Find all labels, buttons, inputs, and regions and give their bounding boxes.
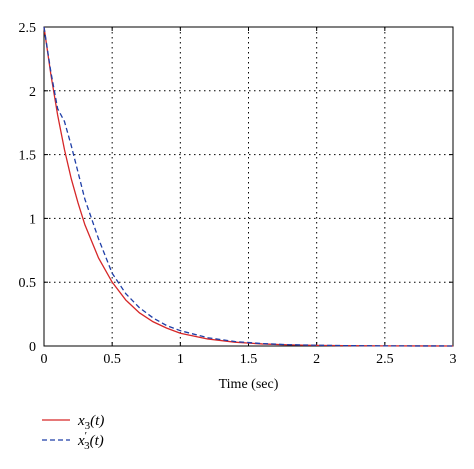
y-tick-label: 1 <box>29 212 36 227</box>
legend-label-1: x3(t) <box>77 413 104 432</box>
x-tick-label: 1 <box>177 352 184 367</box>
legend-sub: 3 <box>84 440 90 452</box>
legend-label-2: x′ 3(t) <box>77 430 104 452</box>
legend: x3(t)x′ 3(t) <box>42 413 104 452</box>
legend-base: x <box>77 413 85 429</box>
legend-arg: (t) <box>90 413 104 429</box>
x-tick-label: 0 <box>41 352 48 367</box>
x-axis-label: Time (sec) <box>219 377 279 392</box>
legend-prime: ′ <box>85 430 87 442</box>
legend-arg: (t) <box>90 433 104 449</box>
x-tick-label: 2 <box>313 352 320 367</box>
legend-base: x <box>77 433 85 449</box>
x-tick-label: 0.5 <box>103 352 121 367</box>
series-lines <box>43 26 454 347</box>
y-tick-label: 0 <box>29 340 36 355</box>
x-tick-label: 3 <box>450 352 457 367</box>
y-tick-label: 1.5 <box>19 149 37 164</box>
y-tick-label: 0.5 <box>19 276 37 291</box>
y-tick-label: 2 <box>29 85 36 100</box>
x-tick-label: 2.5 <box>376 352 394 367</box>
axis-ticks: 0 0.5 1 1.5 2 2.5 3 0 0.5 1 1.5 2 2.5 <box>19 21 457 367</box>
series-line-1 <box>43 26 454 347</box>
grid-lines <box>44 27 453 346</box>
x-tick-label: 1.5 <box>240 352 258 367</box>
legend-sub: 3 <box>85 420 91 432</box>
y-tick-label: 2.5 <box>19 21 37 36</box>
series-line-2 <box>43 26 454 347</box>
